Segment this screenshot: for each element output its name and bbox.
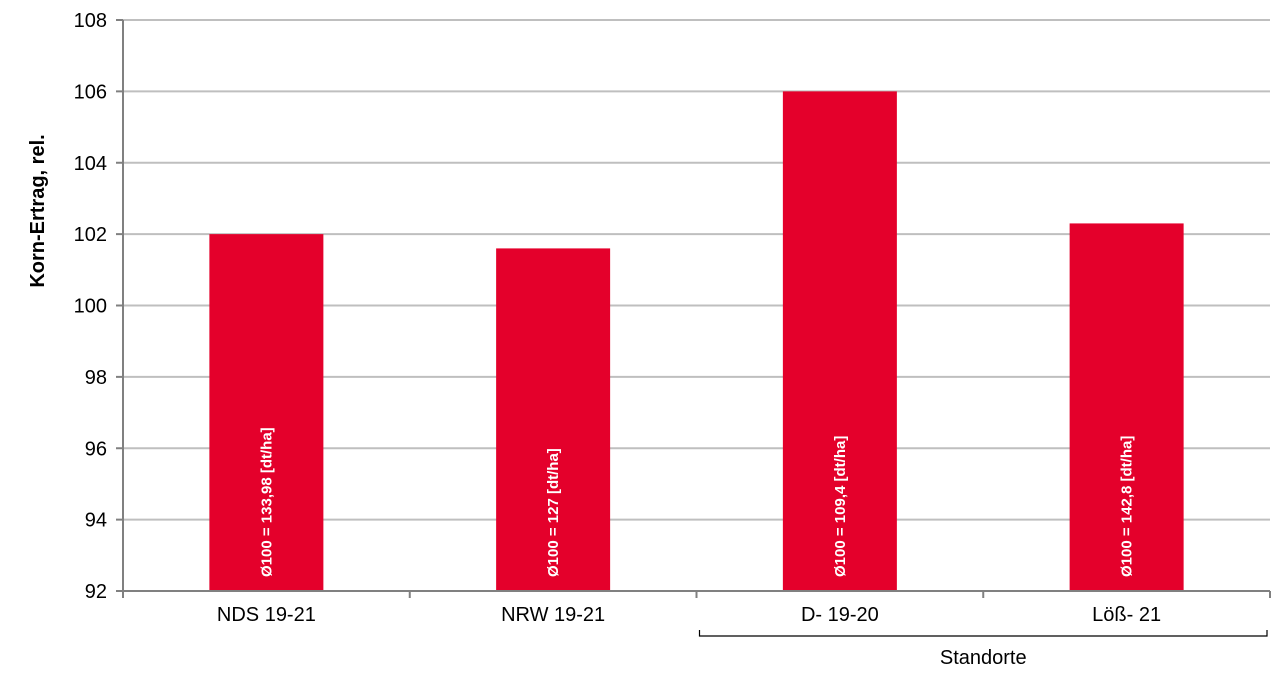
bar xyxy=(496,248,611,591)
bar-value-label: Ø100 = 133,98 [dt/ha] xyxy=(258,427,275,577)
bar xyxy=(782,91,897,591)
bar-value-label: Ø100 = 142,8 [dt/ha] xyxy=(1119,436,1136,577)
labels: 92 94 96 98 100 102 104 106 108 Ø100 = 133,98 [dt… xyxy=(74,10,1161,626)
bar xyxy=(1069,223,1184,591)
category-label: Löß- 21 xyxy=(1092,604,1161,626)
bar xyxy=(209,234,324,591)
bars xyxy=(209,91,1184,591)
y-tick-label: 94 xyxy=(85,510,107,532)
group-annotation-label: Standorte xyxy=(940,647,1027,669)
y-tick-label: 92 xyxy=(85,581,107,603)
y-tick-label: 104 xyxy=(74,153,107,175)
bar-value-label: Ø100 = 127 [dt/ha] xyxy=(545,448,562,577)
y-tick-label: 106 xyxy=(74,81,107,103)
category-label: D- 19-20 xyxy=(801,604,879,626)
y-tick-label: 100 xyxy=(74,296,107,318)
y-axis-label: Korn-Ertrag, rel. xyxy=(27,134,49,287)
category-label: NRW 19-21 xyxy=(501,604,605,626)
category-label: NDS 19-21 xyxy=(217,604,316,626)
y-tick-label: 96 xyxy=(85,438,107,460)
y-tick-label: 108 xyxy=(74,10,107,32)
bar-value-label: Ø100 = 109,4 [dt/ha] xyxy=(832,436,849,577)
y-tick-label: 102 xyxy=(74,224,107,246)
y-tick-label: 98 xyxy=(85,367,107,389)
group-bracket xyxy=(698,630,1268,637)
axes xyxy=(116,19,1271,637)
